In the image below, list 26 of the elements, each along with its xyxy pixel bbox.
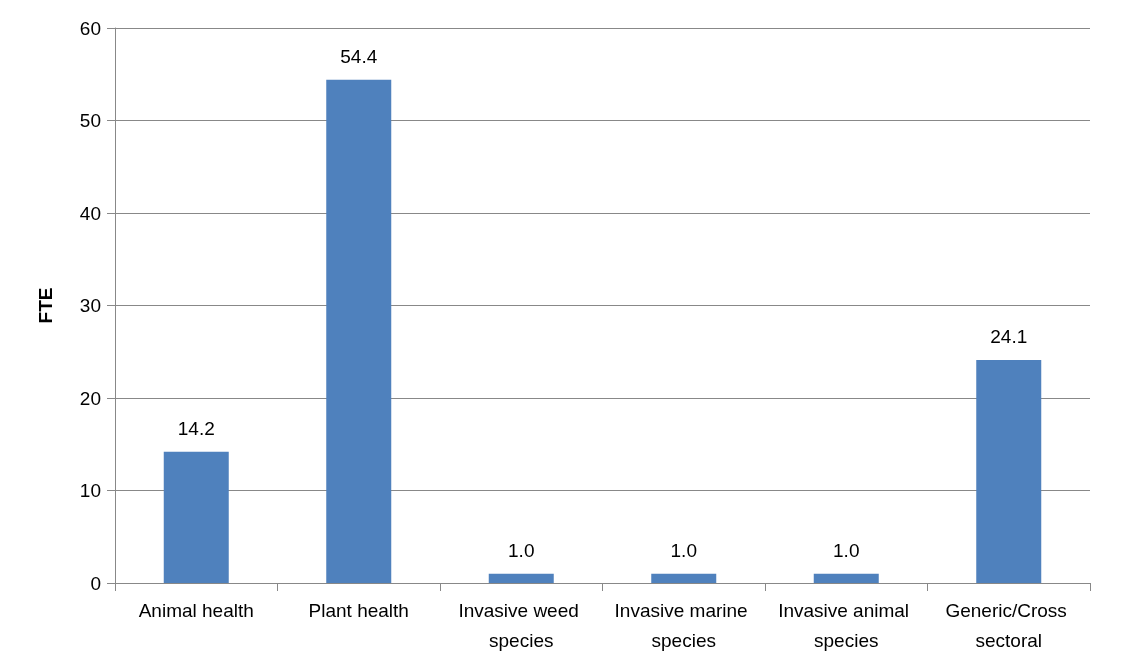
- y-tick-label: 60: [79, 17, 101, 39]
- data-label: 54.4: [340, 45, 378, 67]
- x-tick-label: Plant health: [308, 599, 409, 621]
- bar: [326, 79, 392, 583]
- y-tick-label: 50: [79, 110, 101, 131]
- bar: [488, 573, 554, 583]
- x-tick-label: Generic/Cross sectoral: [945, 599, 1073, 651]
- y-tick-label: 10: [79, 480, 101, 501]
- data-label: 14.2: [177, 417, 215, 439]
- x-tick-label: Invasive marine species: [614, 599, 753, 651]
- bar: [813, 573, 879, 583]
- data-label: 1.0: [508, 539, 535, 561]
- data-label: 1.0: [833, 539, 860, 561]
- y-tick-label: 20: [79, 387, 101, 409]
- data-label: 1.0: [670, 539, 697, 561]
- x-tick-label: Animal health: [138, 599, 254, 621]
- x-tick-label: Invasive weed species: [458, 599, 585, 651]
- data-label: 24.1: [990, 326, 1028, 348]
- y-tick-label: 30: [79, 295, 101, 316]
- y-tick-label: 0: [90, 572, 101, 594]
- x-tick-label: Invasive animal species: [778, 599, 915, 651]
- bar: [651, 573, 717, 583]
- y-axis-title: FTE: [35, 287, 56, 324]
- y-tick-label: 40: [79, 202, 101, 224]
- bar: [976, 360, 1042, 583]
- bar: [163, 451, 229, 583]
